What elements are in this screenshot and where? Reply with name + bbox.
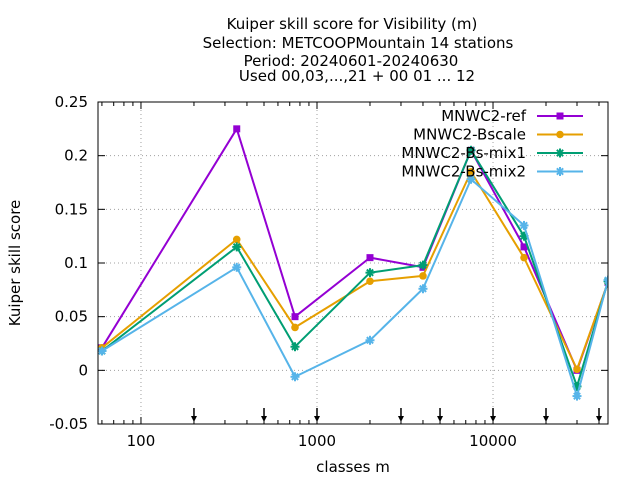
legend-entry: MNWC2-Bs-mix2 — [401, 163, 583, 181]
data-point — [419, 272, 427, 280]
x-tick-label: 10000 — [469, 432, 517, 450]
series-MNWC2-Bscale — [98, 167, 608, 374]
data-point — [519, 220, 529, 230]
legend-entry: MNWC2-Bscale — [413, 126, 583, 144]
data-point — [520, 243, 528, 251]
data-point — [520, 253, 528, 262]
data-point — [556, 130, 564, 139]
data-point — [290, 342, 300, 352]
data-point — [366, 254, 374, 262]
class-marker-arrow — [261, 408, 268, 422]
class-marker-arrow — [190, 408, 197, 422]
title-line-1: Kuiper skill score for Visibility (m) — [227, 15, 478, 33]
y-tick-label: 0.15 — [55, 200, 88, 218]
data-point — [365, 335, 375, 345]
data-point — [555, 167, 565, 176]
data-point — [98, 346, 107, 356]
y-tick-label: 0 — [78, 361, 88, 379]
data-point — [366, 277, 374, 286]
legend-label: MNWC2-Bscale — [413, 126, 526, 144]
x-tick-label: 1000 — [298, 432, 336, 450]
y-tick-label: -0.05 — [49, 415, 88, 433]
data-point — [291, 323, 299, 332]
x-tick-label: 100 — [127, 432, 156, 450]
data-point — [291, 313, 299, 321]
legend-label: MNWC2-Bs-mix2 — [401, 163, 526, 181]
class-marker-arrow — [543, 408, 550, 422]
legend-entry: MNWC2-Bs-mix1 — [401, 144, 583, 162]
legend-label: MNWC2-ref — [441, 107, 526, 125]
data-point — [232, 242, 242, 252]
data-point — [466, 145, 476, 155]
series-layer — [98, 125, 608, 401]
data-point — [290, 372, 300, 382]
series-MNWC2-ref — [98, 125, 608, 374]
title-line-2: Selection: METCOOPMountain 14 stations — [203, 34, 514, 52]
y-tick-label: 0.1 — [64, 254, 88, 272]
series-MNWC2-Bs-mix2 — [98, 174, 608, 401]
legend-entry: MNWC2-ref — [441, 107, 583, 125]
class-marker-arrow — [595, 408, 602, 422]
data-point — [555, 148, 565, 158]
data-point — [572, 391, 582, 401]
x-axis-label: classes m — [316, 458, 390, 476]
data-point — [603, 275, 608, 285]
legend: MNWC2-refMNWC2-BscaleMNWC2-Bs-mix1MNWC2-… — [401, 107, 583, 181]
data-point — [467, 167, 475, 176]
data-point — [232, 262, 242, 272]
data-point — [365, 268, 375, 278]
y-axis-label: Kuiper skill score — [6, 200, 24, 327]
y-tick-label: 0.25 — [55, 93, 88, 111]
data-point — [233, 125, 241, 133]
data-point — [418, 260, 428, 270]
class-marker-arrow — [437, 408, 444, 422]
title-line-3: Period: 20240601-20240630 — [244, 52, 459, 70]
data-point — [418, 284, 428, 294]
class-markers — [190, 408, 602, 422]
legend-label: MNWC2-Bs-mix1 — [401, 144, 526, 162]
y-tick-label: 0.05 — [55, 308, 88, 326]
grid — [98, 102, 608, 424]
data-point — [573, 365, 581, 374]
class-marker-arrow — [397, 408, 404, 422]
data-point — [232, 235, 241, 244]
chart-title: Kuiper skill score for Visibility (m) Se… — [203, 15, 514, 85]
title-line-4: Used 00,03,...,21 + 00 01 ... 12 — [239, 67, 475, 85]
data-point — [466, 174, 476, 184]
data-point — [556, 112, 564, 120]
axis-ticks: -0.05 0 0.05 0.1 0.15 0.2 0.25 100 1000 10000 — [49, 93, 608, 450]
y-tick-label: 0.2 — [64, 147, 88, 165]
